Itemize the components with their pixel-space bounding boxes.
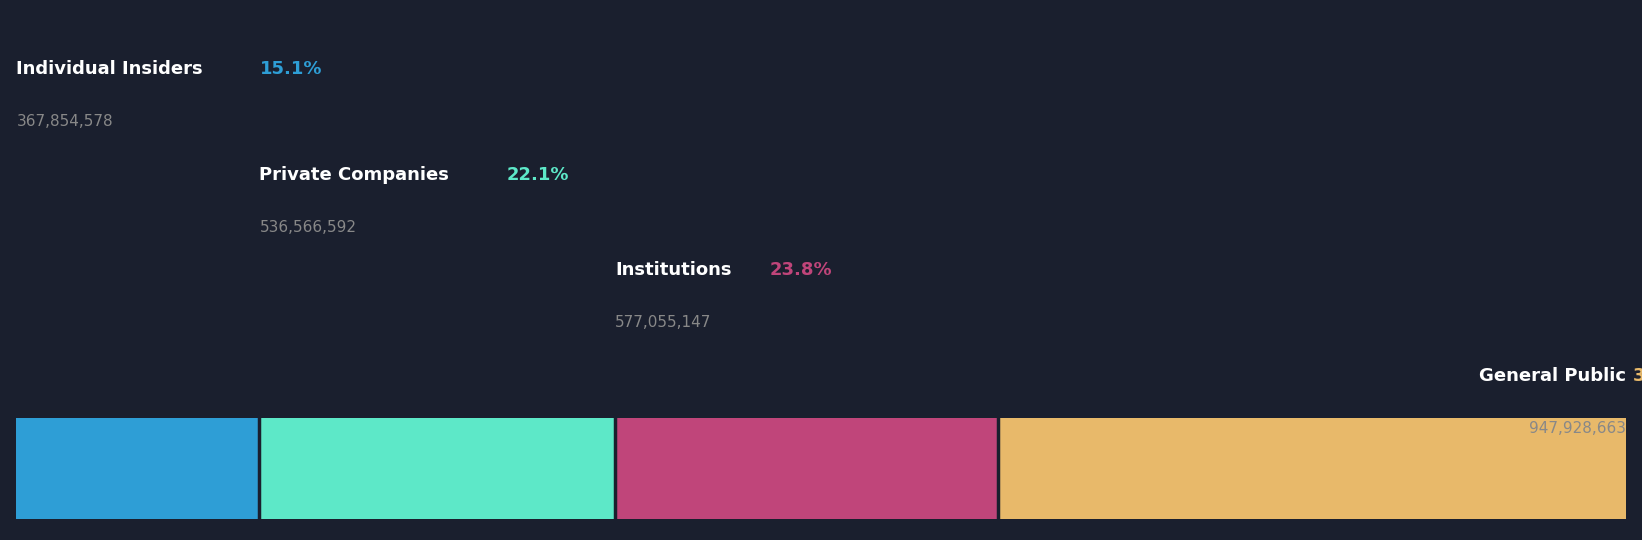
Bar bbox=[998, 418, 1626, 519]
Text: 367,854,578: 367,854,578 bbox=[16, 114, 113, 129]
Bar bbox=[616, 418, 998, 519]
Bar bbox=[259, 418, 616, 519]
Text: 577,055,147: 577,055,147 bbox=[616, 315, 711, 330]
Bar bbox=[16, 418, 259, 519]
Text: 536,566,592: 536,566,592 bbox=[259, 220, 356, 235]
Text: 39%: 39% bbox=[1634, 367, 1642, 385]
Text: 947,928,663: 947,928,663 bbox=[1529, 421, 1626, 436]
Text: General Public: General Public bbox=[1478, 367, 1626, 385]
Text: Institutions: Institutions bbox=[616, 261, 732, 279]
Text: 15.1%: 15.1% bbox=[259, 60, 322, 78]
Text: 22.1%: 22.1% bbox=[507, 166, 570, 184]
Text: Private Companies: Private Companies bbox=[259, 166, 450, 184]
Text: Individual Insiders: Individual Insiders bbox=[16, 60, 204, 78]
Text: 23.8%: 23.8% bbox=[770, 261, 832, 279]
